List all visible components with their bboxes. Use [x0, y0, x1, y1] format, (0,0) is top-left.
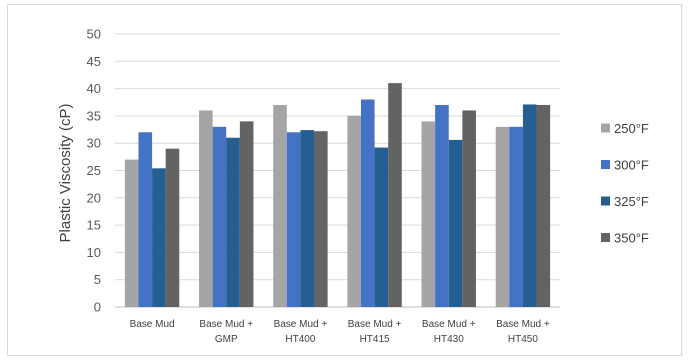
- legend-label: 300°F: [614, 158, 649, 173]
- y-tick-label: 45: [87, 54, 101, 69]
- legend-swatch: [601, 196, 610, 206]
- x-category-label: HT430: [434, 334, 464, 345]
- bar: [347, 115, 361, 308]
- bar: [360, 99, 375, 308]
- y-tick-label: 5: [94, 272, 101, 287]
- y-tick-label: 35: [87, 108, 101, 123]
- bar: [495, 126, 510, 307]
- bar: [314, 131, 328, 307]
- y-tick-label: 40: [87, 81, 101, 96]
- y-tick-label: 15: [87, 218, 101, 233]
- bar: [165, 148, 180, 307]
- x-category-label: Base Mud +: [422, 319, 476, 330]
- legend-label: 325°F: [614, 194, 649, 209]
- legend: 250°F 300°F 325°F 350°F: [601, 121, 649, 246]
- bar: [138, 132, 153, 307]
- bar: [374, 147, 389, 307]
- y-tick-label: 10: [87, 245, 101, 260]
- y-tick-label: 20: [87, 190, 101, 205]
- bar: [212, 126, 227, 307]
- bar: [226, 137, 240, 307]
- x-category-label: Base Mud +: [348, 319, 402, 330]
- bar: [273, 104, 287, 307]
- y-tick-labels: 0 5 10 15 20 25 30 35 40 45 50: [87, 27, 101, 315]
- y-tick-label: 25: [87, 163, 101, 178]
- legend-swatch: [601, 233, 610, 242]
- bar: [199, 110, 213, 307]
- x-category-label: Base Mud +: [274, 319, 328, 330]
- legend-label: 350°F: [614, 231, 649, 246]
- y-tick-label: 30: [87, 136, 101, 151]
- bar: [300, 130, 315, 307]
- chart-frame: [7, 4, 682, 356]
- y-tick-label: 0: [94, 300, 101, 315]
- legend-label: 250°F: [614, 121, 649, 136]
- bar: [522, 104, 537, 308]
- x-category-labels: Base Mud Base Mud + GMP Base Mud + HT400 Base…: [130, 319, 550, 345]
- y-axis-label: Plastic Viscosity (cP): [57, 104, 74, 243]
- bar: [124, 159, 139, 307]
- x-category-label: GMP: [215, 334, 238, 345]
- legend-swatch: [601, 160, 610, 169]
- bar: [448, 139, 463, 307]
- legend-swatch: [601, 123, 610, 133]
- gridlines: [115, 33, 560, 308]
- bar: [462, 110, 476, 307]
- bar: [536, 104, 551, 307]
- x-category-label: HT450: [508, 334, 538, 345]
- bar: [239, 121, 254, 307]
- bar: [509, 126, 523, 307]
- y-tick-label: 50: [87, 27, 101, 42]
- x-category-label: Base Mud: [130, 319, 175, 330]
- bar: [152, 168, 166, 307]
- x-category-label: Base Mud +: [199, 319, 253, 330]
- x-category-label: HT415: [360, 334, 390, 345]
- bars: [124, 83, 551, 308]
- bar: [286, 132, 301, 307]
- bar: [435, 104, 449, 307]
- x-category-label: Base Mud +: [496, 319, 550, 330]
- bar: [421, 121, 436, 307]
- bar: [388, 83, 402, 307]
- x-category-label: HT400: [285, 334, 315, 345]
